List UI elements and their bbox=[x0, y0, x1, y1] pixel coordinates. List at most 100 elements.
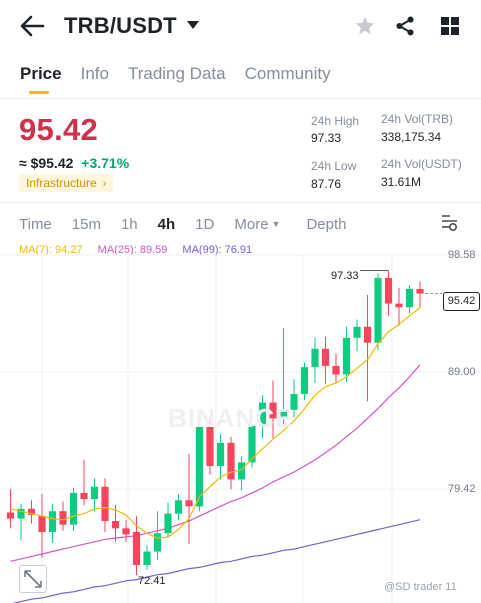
candle-down bbox=[80, 492, 88, 500]
tab-community[interactable]: Community bbox=[244, 64, 331, 83]
candle-up bbox=[300, 367, 309, 394]
ma25-legend: MA(25): 89.59 bbox=[97, 244, 168, 256]
candle-up bbox=[216, 442, 225, 467]
expand-icon[interactable] bbox=[19, 565, 47, 593]
grid-menu-icon[interactable] bbox=[440, 16, 460, 36]
interval-4h[interactable]: 4h bbox=[157, 215, 176, 233]
candle-up bbox=[248, 425, 256, 463]
interval-1d[interactable]: 1D bbox=[195, 215, 215, 233]
percent-change: +3.71% bbox=[81, 155, 130, 171]
candle-down bbox=[132, 531, 141, 565]
candle-up bbox=[353, 326, 361, 338]
watermark: BINANCE bbox=[168, 403, 294, 433]
section-tabs: Price Info Trading Data Community bbox=[20, 64, 350, 98]
candle-down bbox=[185, 500, 193, 507]
interval-more[interactable]: More ▼ bbox=[234, 216, 280, 233]
sector-tag[interactable]: Infrastructure › bbox=[19, 174, 114, 192]
fiat-line: ≈ $95.42 +3.71% bbox=[19, 155, 129, 171]
low-annotation: 72.41 bbox=[138, 575, 166, 587]
ma25-line bbox=[10, 364, 421, 562]
candle-up bbox=[290, 393, 298, 410]
candle-up bbox=[174, 500, 183, 514]
ma99-legend: MA(99): 76.91 bbox=[182, 244, 253, 256]
candle-up bbox=[48, 511, 57, 532]
price-divider bbox=[0, 202, 481, 203]
candle-down bbox=[27, 508, 36, 515]
chevron-right-icon: › bbox=[102, 178, 107, 190]
depth-tab[interactable]: Depth bbox=[306, 215, 347, 233]
candle-down bbox=[332, 365, 340, 375]
interval-bar: Time 15m 1h 4h 1D More ▼ Depth bbox=[19, 214, 347, 234]
ma7-line bbox=[10, 307, 421, 539]
low-label: 24h Low bbox=[311, 159, 357, 173]
vol-base-label: 24h Vol(TRB) bbox=[381, 112, 454, 126]
ma99-line bbox=[12, 519, 421, 603]
candle-up bbox=[69, 492, 78, 525]
low-value: 87.76 bbox=[311, 177, 342, 191]
ma-legend: MA(7): 94.27 MA(25): 89.59 MA(99): 76.91 bbox=[19, 244, 264, 256]
candle-down bbox=[122, 528, 130, 535]
active-tab-indicator bbox=[29, 91, 49, 94]
high-label: 24h High bbox=[311, 114, 360, 128]
candle-up bbox=[258, 402, 267, 426]
tab-price-label: Price bbox=[20, 64, 62, 83]
candle-up bbox=[237, 462, 246, 480]
candle-up bbox=[143, 551, 151, 565]
caret-down-icon[interactable] bbox=[186, 20, 200, 30]
interval-1h[interactable]: 1h bbox=[120, 215, 138, 233]
share-icon[interactable] bbox=[394, 15, 416, 37]
vol-quote-label: 24h Vol(USDT) bbox=[381, 157, 462, 171]
candle-down bbox=[38, 516, 46, 532]
candle-up bbox=[17, 508, 25, 519]
current-price-tag: 95.42 bbox=[443, 292, 480, 311]
author-credit: @SD trader 11 bbox=[384, 581, 457, 593]
chart-settings-icon[interactable] bbox=[441, 214, 459, 232]
vol-quote-value: 31.61M bbox=[381, 175, 422, 189]
tab-trading-data[interactable]: Trading Data bbox=[127, 64, 226, 83]
tab-price[interactable]: Price bbox=[20, 64, 62, 98]
back-arrow-icon[interactable] bbox=[19, 14, 45, 38]
high-annotation: 97.33 bbox=[331, 270, 359, 282]
candle-down bbox=[111, 520, 120, 529]
axis-label-top: 98.58 bbox=[448, 249, 476, 261]
tab-info[interactable]: Info bbox=[80, 64, 109, 83]
candle-down bbox=[206, 426, 214, 467]
tabs-divider bbox=[0, 98, 481, 99]
interval-time[interactable]: Time bbox=[19, 215, 52, 233]
candle-up bbox=[342, 337, 351, 375]
fiat-price: ≈ $95.42 bbox=[19, 155, 74, 171]
high-value: 97.33 bbox=[311, 131, 342, 145]
candle-down bbox=[101, 486, 109, 521]
candle-down bbox=[363, 326, 372, 343]
candle-down bbox=[59, 511, 67, 525]
last-price: 95.42 bbox=[19, 112, 99, 147]
candle-down bbox=[384, 277, 393, 304]
candle-down bbox=[269, 402, 277, 419]
candle-up bbox=[374, 277, 382, 343]
star-icon[interactable] bbox=[354, 15, 376, 37]
expand-arrows-icon bbox=[24, 570, 42, 588]
candle-up bbox=[90, 486, 99, 500]
candle-up bbox=[405, 288, 414, 308]
candle-down bbox=[6, 512, 15, 519]
candle-down bbox=[227, 442, 235, 480]
sector-label: Infrastructure bbox=[26, 176, 97, 190]
candle-down bbox=[416, 288, 424, 294]
interval-15m[interactable]: 15m bbox=[71, 215, 101, 233]
vol-base-value: 338,175.34 bbox=[381, 130, 442, 144]
candle-up bbox=[311, 348, 319, 368]
pair-title[interactable]: TRB/USDT bbox=[64, 13, 177, 38]
ma7-legend: MA(7): 94.27 bbox=[19, 244, 83, 256]
more-label: More bbox=[234, 215, 269, 233]
candle-down bbox=[395, 303, 403, 308]
axis-label-mid: 89.00 bbox=[448, 366, 476, 378]
candle-down bbox=[321, 348, 330, 366]
axis-label-low: 79.42 bbox=[448, 483, 476, 495]
candle-up bbox=[164, 513, 172, 534]
top-bar: TRB/USDT bbox=[0, 0, 481, 54]
candle-up bbox=[279, 409, 288, 419]
candle-up bbox=[195, 426, 204, 507]
candle-up bbox=[153, 533, 162, 552]
more-caret-icon: ▼ bbox=[271, 218, 281, 229]
candlestick-chart[interactable] bbox=[0, 243, 481, 603]
